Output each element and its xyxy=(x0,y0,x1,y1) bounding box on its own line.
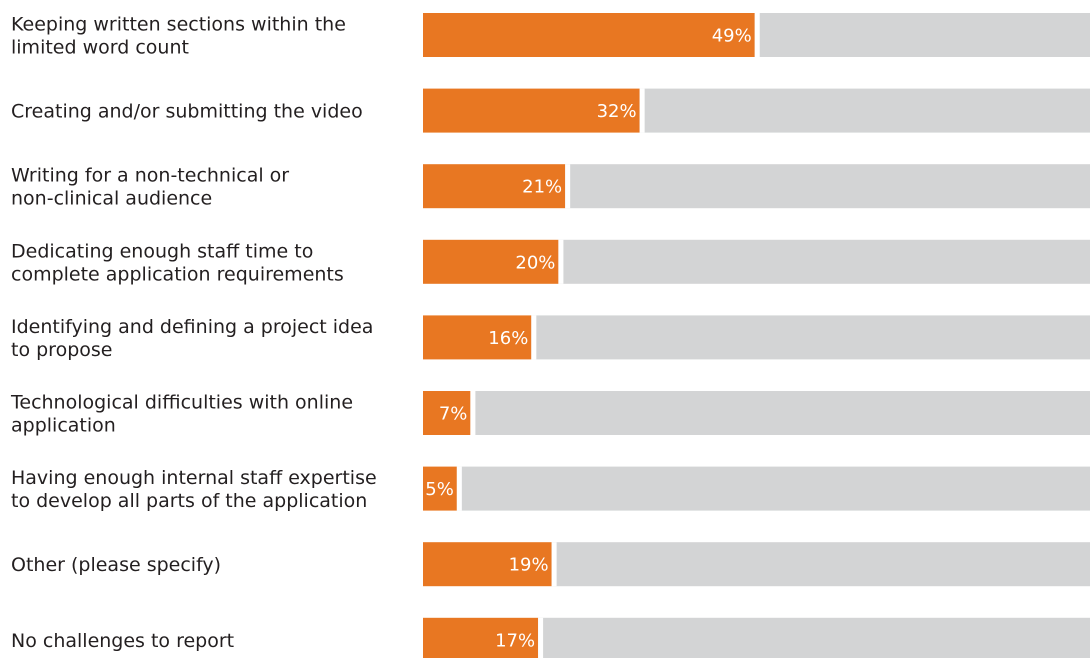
value-bar xyxy=(423,542,552,587)
category-label-line: Dedicating enough staff time to xyxy=(11,240,313,262)
value-bar xyxy=(423,391,471,435)
category-label-line: No challenges to report xyxy=(11,630,234,652)
value-bar xyxy=(423,164,566,209)
remainder-bar xyxy=(551,542,1090,587)
category-label-line: to develop all parts of the application xyxy=(11,490,367,512)
category-label: Technological difficulties with online ap… xyxy=(10,392,353,437)
value-label: 32% xyxy=(597,101,637,122)
category-label-line: non-clinical audience xyxy=(11,188,212,210)
remainder-bar xyxy=(558,239,1090,284)
value-label: 16% xyxy=(488,328,528,349)
bar-separator xyxy=(470,391,476,435)
category-label-line: Technological difficulties with online xyxy=(10,392,353,414)
value-bar xyxy=(423,617,539,658)
value-label: 19% xyxy=(509,555,549,576)
bar-separator xyxy=(538,617,544,658)
category-label: Other (please specify) xyxy=(11,554,221,576)
bar-separator xyxy=(565,164,571,209)
bar-separator xyxy=(531,315,537,360)
remainder-bar xyxy=(565,164,1090,209)
category-label: Dedicating enough staff time to complete … xyxy=(11,240,344,285)
value-bar xyxy=(423,13,755,57)
category-label-line: to propose xyxy=(11,339,112,361)
category-label: Keeping written sections within the limit… xyxy=(11,14,346,59)
category-label-line: limited word count xyxy=(11,37,189,59)
remainder-bar xyxy=(470,391,1090,435)
bar-separator xyxy=(558,239,564,284)
value-label: 21% xyxy=(522,177,562,198)
category-labels: Keeping written sections within the limit… xyxy=(10,14,377,652)
remainder-bar xyxy=(754,13,1090,57)
category-label-line: complete application requirements xyxy=(11,263,344,285)
category-label-line: Identifying and defining a project idea xyxy=(11,316,373,338)
remainder-bar xyxy=(639,88,1090,133)
value-bar xyxy=(423,315,532,360)
category-label: No challenges to report xyxy=(11,630,234,652)
remainder-bar xyxy=(538,617,1090,658)
category-label-line: Writing for a non-technical or xyxy=(11,165,289,187)
category-label: Writing for a non-technical or non-clinic… xyxy=(11,165,289,210)
bars: 49% 32% 21% 20% 16% 7% 5% 19% 17% xyxy=(423,13,1090,658)
value-label: 49% xyxy=(712,26,752,47)
value-bar xyxy=(423,466,457,511)
category-label-line: Keeping written sections within the xyxy=(11,14,346,36)
category-label-line: Creating and/or submitting the video xyxy=(11,101,363,123)
value-label: 7% xyxy=(439,404,468,425)
category-label: Having enough internal staff expertise to… xyxy=(11,467,377,512)
value-label: 5% xyxy=(425,479,454,500)
category-label-line: Other (please specify) xyxy=(11,554,221,576)
bar-separator xyxy=(754,13,760,57)
bar-separator xyxy=(456,466,462,511)
value-label: 17% xyxy=(495,630,535,651)
value-bar xyxy=(423,239,559,284)
category-label-line: application xyxy=(11,415,116,437)
category-label: Creating and/or submitting the video xyxy=(11,101,363,123)
bar-separator xyxy=(639,88,645,133)
remainder-bar xyxy=(531,315,1090,360)
remainder-bar xyxy=(456,466,1090,511)
value-bar xyxy=(423,88,640,133)
category-label-line: Having enough internal staff expertise xyxy=(11,467,377,489)
value-label: 20% xyxy=(515,252,555,273)
category-label: Identifying and defining a project idea t… xyxy=(11,316,373,361)
bar-separator xyxy=(551,542,557,587)
